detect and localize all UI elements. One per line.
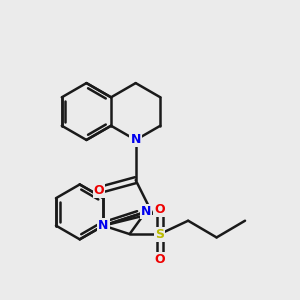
Text: N: N <box>130 134 141 146</box>
Text: O: O <box>154 202 165 215</box>
Text: O: O <box>94 184 104 197</box>
Text: O: O <box>154 253 165 266</box>
Text: N: N <box>98 219 109 232</box>
Text: S: S <box>155 228 164 241</box>
Text: N: N <box>140 206 151 218</box>
